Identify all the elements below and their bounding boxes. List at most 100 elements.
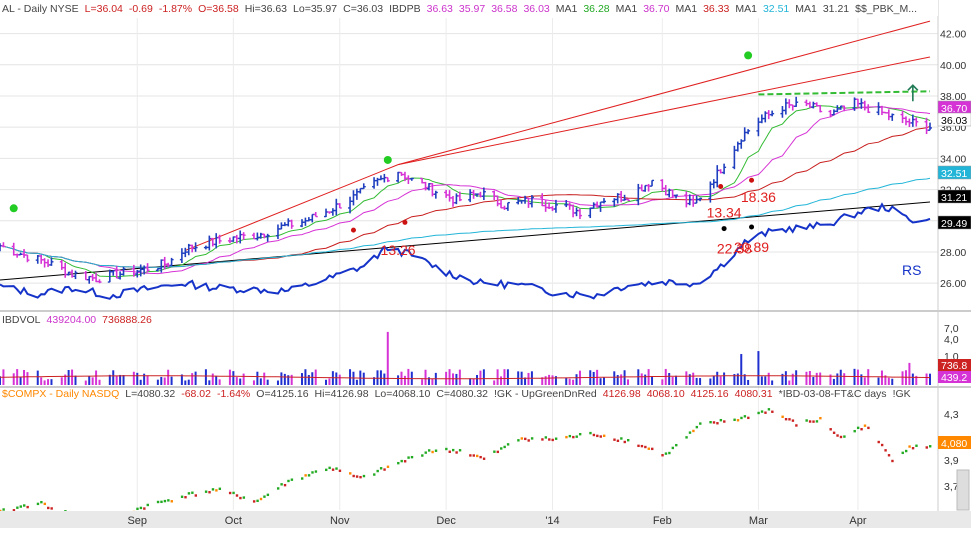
resize-grip[interactable] bbox=[956, 469, 970, 511]
compx-bar bbox=[12, 509, 16, 512]
compx-bar bbox=[307, 474, 311, 477]
compx-bar bbox=[829, 428, 832, 431]
compx-bar bbox=[623, 440, 626, 444]
price-bar bbox=[722, 163, 727, 175]
header-value: 32.51 bbox=[763, 3, 789, 15]
volume-tick-label: 4,0 bbox=[944, 334, 959, 346]
time-tick-label: Sep bbox=[127, 515, 147, 527]
trendline[interactable] bbox=[397, 20, 931, 166]
rs-label: RS bbox=[902, 262, 921, 278]
header-value: IBDPB bbox=[389, 3, 421, 15]
compx-bar bbox=[187, 492, 191, 495]
header-value: !GK bbox=[893, 388, 911, 400]
price-header: AL - Daily NYSE L=36.04 -0.69 -1.87% O=36.58… bbox=[2, 3, 917, 15]
compx-bar bbox=[280, 483, 283, 486]
volume-badge: 439.2 bbox=[938, 371, 971, 384]
compx-bar bbox=[331, 468, 335, 471]
svg-text:4,080: 4,080 bbox=[941, 438, 967, 450]
price-bar bbox=[361, 183, 366, 190]
price-bar bbox=[928, 122, 932, 131]
time-axis[interactable]: Sep Oct Nov Dec '14 Feb Mar Apr bbox=[127, 515, 866, 527]
ma-marker bbox=[350, 227, 356, 233]
header-value: 36.63 bbox=[427, 3, 453, 15]
compx-bar bbox=[239, 496, 242, 500]
compx-bar bbox=[544, 436, 548, 439]
header-value: -0.69 bbox=[129, 3, 153, 15]
compx-bar bbox=[503, 445, 506, 449]
volume-tick-label: 7,0 bbox=[944, 323, 959, 335]
compx-bar bbox=[170, 500, 173, 503]
compx-badge: 4,080 bbox=[938, 436, 971, 450]
price-bar bbox=[169, 257, 174, 267]
svg-text:36.03: 36.03 bbox=[941, 115, 967, 127]
price-tick-label: 42.00 bbox=[940, 29, 966, 41]
compx-bar bbox=[712, 421, 716, 424]
compx-bar bbox=[300, 477, 304, 480]
compx-bar bbox=[146, 503, 149, 507]
compx-bar bbox=[805, 419, 808, 422]
compx-bar bbox=[472, 454, 475, 457]
svg-text:32.51: 32.51 bbox=[941, 168, 967, 180]
trendline[interactable] bbox=[185, 164, 399, 251]
header-value: MA1 bbox=[735, 3, 757, 15]
compx-bar bbox=[469, 454, 472, 457]
price-tick-label: 40.00 bbox=[940, 60, 966, 72]
compx-bar bbox=[325, 468, 328, 472]
compx-bar bbox=[235, 494, 239, 497]
compx-bar bbox=[688, 431, 692, 434]
compx-bar bbox=[808, 420, 812, 423]
compx-bar bbox=[904, 449, 908, 453]
compx-bar bbox=[218, 487, 222, 491]
compx-bar bbox=[719, 418, 723, 422]
compx-bar bbox=[675, 443, 678, 447]
header-value: !GK - UpGreenDnRed bbox=[494, 388, 597, 400]
price-bar bbox=[842, 105, 847, 112]
price-bar bbox=[818, 104, 823, 113]
moving-average-layer bbox=[0, 105, 931, 278]
header-value: 36.28 bbox=[583, 3, 609, 15]
time-tick-label: Apr bbox=[849, 515, 866, 527]
compx-bar bbox=[0, 509, 2, 513]
price-bar bbox=[25, 254, 30, 263]
compx-bar bbox=[204, 490, 208, 493]
time-tick-label: Feb bbox=[653, 515, 672, 527]
compx-bars-layer bbox=[0, 408, 932, 520]
compx-bar bbox=[856, 426, 860, 430]
compx-bar bbox=[530, 437, 534, 440]
compx-bar bbox=[256, 499, 259, 503]
compx-bar bbox=[815, 420, 819, 423]
compx-bar bbox=[671, 446, 675, 450]
trendline-layer bbox=[0, 20, 931, 281]
compx-bar bbox=[232, 491, 235, 495]
trendline[interactable] bbox=[397, 56, 931, 166]
compx-bar bbox=[50, 507, 53, 510]
ma-marker bbox=[718, 183, 724, 189]
header-value: Lo=35.97 bbox=[293, 3, 337, 15]
compx-bar bbox=[860, 428, 863, 431]
resistance-dashed-line[interactable] bbox=[758, 90, 931, 96]
compx-bar bbox=[520, 437, 524, 440]
compx-bar bbox=[568, 434, 572, 438]
compx-bar bbox=[884, 449, 887, 452]
time-tick-label: Oct bbox=[225, 515, 242, 527]
compx-bar bbox=[476, 454, 479, 458]
price-bar bbox=[890, 113, 895, 121]
compx-bar bbox=[867, 426, 870, 430]
compx-bar bbox=[565, 435, 568, 439]
compx-tick-label: 4,3 bbox=[944, 409, 959, 421]
compx-bar bbox=[359, 475, 362, 479]
compx-bar bbox=[839, 435, 843, 439]
compx-bar bbox=[500, 447, 503, 450]
compx-bar bbox=[304, 474, 307, 477]
header-value: 736888.26 bbox=[102, 314, 152, 326]
compx-bar bbox=[496, 450, 500, 454]
price-bar bbox=[650, 179, 655, 187]
price-tick-label: 28.00 bbox=[940, 247, 966, 259]
compx-bar bbox=[410, 455, 414, 459]
compx-bar bbox=[627, 438, 630, 442]
compx-bar bbox=[709, 420, 712, 424]
volume-header: IBDVOL 439204.00 736888.26 bbox=[2, 314, 152, 326]
header-value: -1.87% bbox=[159, 3, 192, 15]
